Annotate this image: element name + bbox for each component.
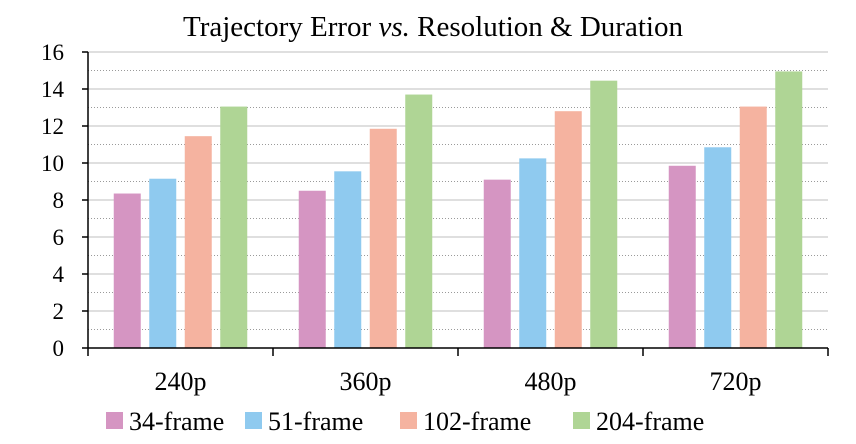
title-prefix: Trajectory Error: [183, 11, 378, 43]
y-tick-label: 4: [53, 262, 65, 287]
bar-204-frame-480p: [590, 80, 618, 349]
category-label: 360p: [340, 367, 392, 396]
bar-204-frame-240p: [220, 106, 248, 348]
bar-34-frame-360p: [298, 190, 326, 348]
y-tick-label: 8: [53, 188, 65, 213]
y-tick-label: 0: [53, 336, 65, 361]
bar-51-frame-240p: [149, 178, 177, 348]
bar-204-frame-360p: [405, 94, 433, 348]
bar-51-frame-720p: [704, 147, 732, 348]
y-tick-label: 12: [41, 114, 64, 139]
bar-34-frame-480p: [483, 179, 511, 348]
legend-swatch-102-frame: [400, 412, 417, 429]
category-label: 720p: [710, 367, 762, 396]
bar-102-frame-720p: [739, 106, 767, 348]
y-tick-label: 2: [53, 299, 65, 324]
title-italic: vs.: [378, 11, 409, 43]
bar-102-frame-360p: [369, 128, 397, 348]
legend-swatch-204-frame: [573, 412, 590, 429]
bar-34-frame-240p: [113, 193, 141, 348]
axes: [82, 51, 829, 356]
legend: 34-frame 51-frame 102-frame 204-frame: [106, 407, 704, 436]
category-label: 240p: [155, 367, 207, 396]
y-tick-label: 6: [53, 225, 65, 250]
legend-swatch-51-frame: [245, 412, 262, 429]
legend-label: 51-frame: [268, 407, 363, 436]
bars-group: [113, 71, 803, 349]
category-label: 480p: [525, 367, 577, 396]
category-labels: 240p 360p 480p 720p: [155, 367, 762, 396]
chart-title: Trajectory Error vs. Resolution & Durati…: [183, 11, 683, 43]
bar-102-frame-240p: [184, 136, 212, 348]
y-tick-label: 10: [41, 151, 64, 176]
legend-label: 34-frame: [129, 407, 224, 436]
bar-51-frame-480p: [519, 158, 547, 348]
legend-label: 102-frame: [423, 407, 531, 436]
y-tick-labels: 0 2 4 6 8 10 12 14 16: [41, 40, 65, 361]
legend-label: 204-frame: [596, 407, 704, 436]
y-tick-label: 16: [41, 40, 64, 65]
bar-204-frame-720p: [775, 71, 803, 349]
legend-swatch-34-frame: [106, 412, 123, 429]
bar-51-frame-360p: [334, 171, 362, 348]
bar-34-frame-720p: [668, 165, 696, 348]
bar-102-frame-480p: [554, 111, 582, 348]
title-suffix: Resolution & Duration: [410, 11, 684, 43]
y-tick-label: 14: [41, 77, 65, 102]
